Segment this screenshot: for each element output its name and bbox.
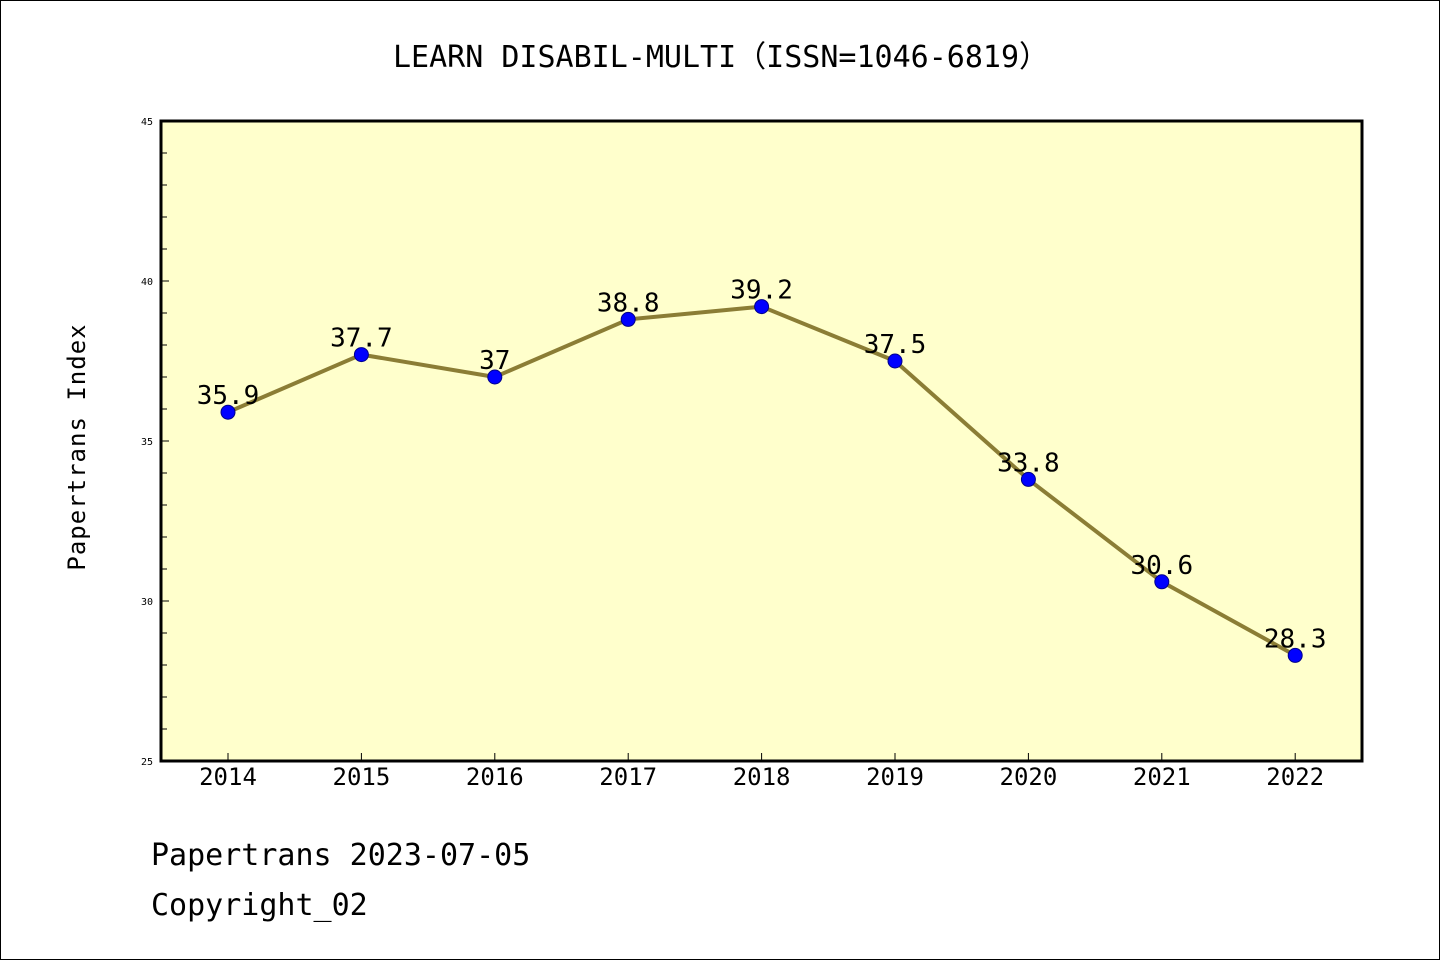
x-tick-label: 2017 <box>599 763 657 791</box>
data-label: 35.9 <box>197 381 260 411</box>
y-tick-label: 45 <box>141 117 153 128</box>
data-point <box>620 311 636 327</box>
y-tick-label: 30 <box>141 597 153 608</box>
data-point <box>1287 647 1303 663</box>
footer-copyright: Copyright_02 <box>151 888 368 923</box>
data-label: 37.5 <box>864 330 927 360</box>
x-tick-label: 2018 <box>733 763 791 791</box>
y-tick-label: 40 <box>141 277 153 288</box>
series-line <box>220 299 1303 663</box>
data-point <box>887 353 903 369</box>
data-point <box>220 404 236 420</box>
x-tick-label: 2022 <box>1266 763 1324 791</box>
x-tick-label: 2015 <box>333 763 391 791</box>
plot-area <box>159 119 1364 763</box>
data-label: 39.2 <box>730 276 793 306</box>
footer-date: Papertrans 2023-07-05 <box>151 838 530 873</box>
data-label: 38.8 <box>597 288 660 318</box>
data-label: 37.7 <box>330 324 393 354</box>
x-tick-label: 2020 <box>1000 763 1058 791</box>
data-point <box>1154 574 1170 590</box>
y-axis-label: Papertrans Index <box>63 323 91 570</box>
data-point <box>353 347 369 363</box>
data-label: 30.6 <box>1130 551 1193 581</box>
x-tick-label: 2014 <box>199 763 257 791</box>
data-point <box>487 369 503 385</box>
data-label: 33.8 <box>997 448 1060 478</box>
data-point <box>1020 471 1036 487</box>
data-labels: 35.9 37.7 37 38.8 39.2 37.5 33.8 30.6 28.3 <box>197 276 1327 655</box>
x-tick-label: 2019 <box>866 763 924 791</box>
y-tick-label: 35 <box>141 437 153 448</box>
y-tick-label: 25 <box>141 757 153 768</box>
data-label: 28.3 <box>1264 624 1327 654</box>
x-tick-label: 2021 <box>1133 763 1191 791</box>
chart-title: LEARN DISABIL-MULTI（ISSN=1046-6819） <box>393 40 1049 75</box>
y-axis: 25 30 35 40 45 <box>141 117 169 768</box>
x-axis: 2014 2015 2016 2017 2018 2019 2020 2021 2022 <box>199 753 1324 791</box>
data-point <box>754 299 770 315</box>
data-label: 37 <box>479 346 510 376</box>
x-tick-label: 2016 <box>466 763 524 791</box>
